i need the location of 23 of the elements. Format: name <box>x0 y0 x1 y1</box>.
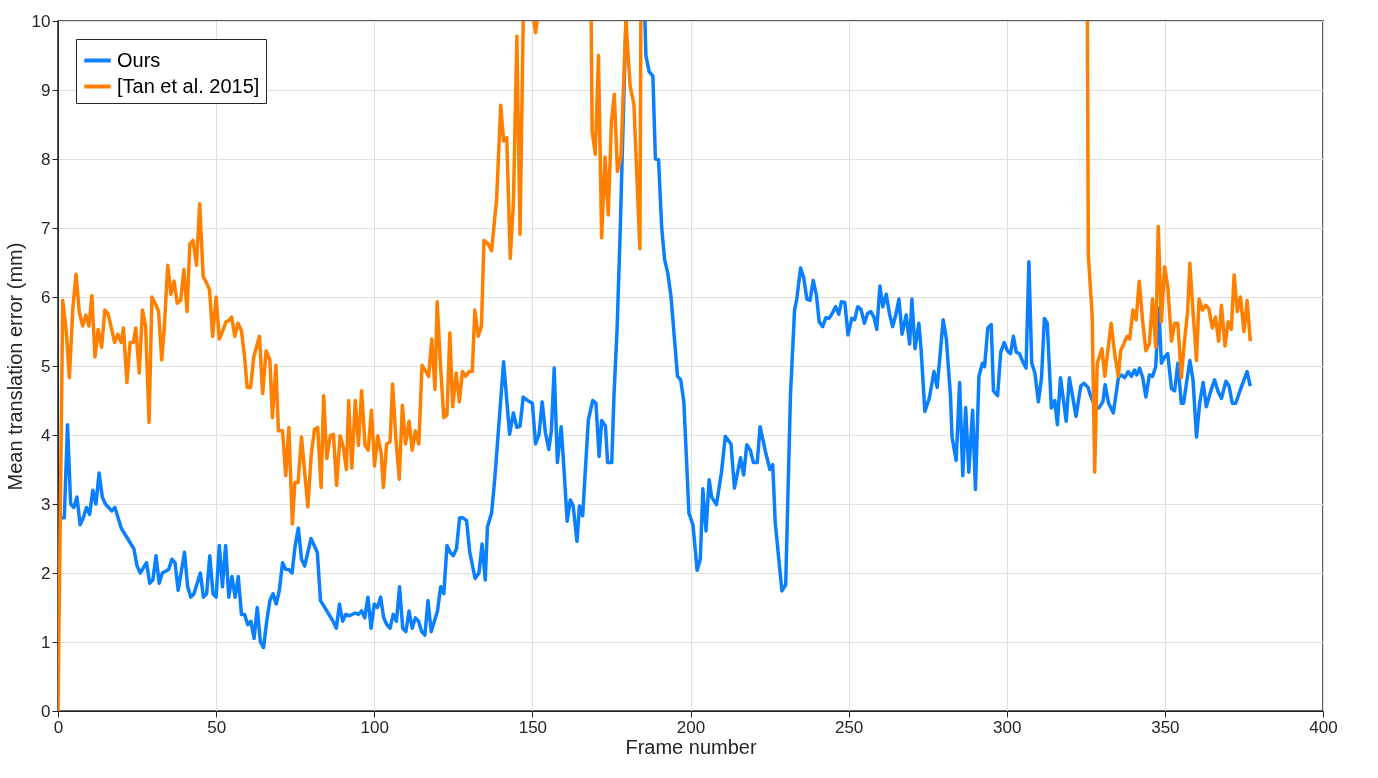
y-tick-label: 9 <box>41 80 51 100</box>
y-tick-label: 0 <box>41 701 51 721</box>
y-tick-label: 7 <box>41 218 51 238</box>
x-axis-title: Frame number <box>625 735 757 758</box>
y-tick-label: 6 <box>41 287 51 307</box>
y-tick-label: 2 <box>41 563 51 583</box>
x-tick-label: 100 <box>360 717 389 737</box>
y-tick-label: 3 <box>41 494 51 514</box>
legend-label: Ours <box>117 48 161 71</box>
y-tick-label: 5 <box>41 356 51 376</box>
y-tick-label: 8 <box>41 149 51 169</box>
y-tick-label: 10 <box>31 11 51 31</box>
x-tick-label: 350 <box>1151 717 1180 737</box>
y-tick-label: 1 <box>41 632 51 652</box>
legend-label: [Tan et al. 2015] <box>117 74 260 97</box>
x-tick-label: 200 <box>676 717 706 737</box>
y-axis-title: Mean translation error (mm) <box>3 242 26 491</box>
x-tick-label: 400 <box>1309 717 1338 737</box>
y-tick-label: 4 <box>41 425 51 445</box>
x-tick-label: 50 <box>207 717 227 737</box>
x-tick-label: 250 <box>834 717 864 737</box>
x-tick-label: 150 <box>518 717 548 737</box>
x-tick-label: 300 <box>993 717 1022 737</box>
